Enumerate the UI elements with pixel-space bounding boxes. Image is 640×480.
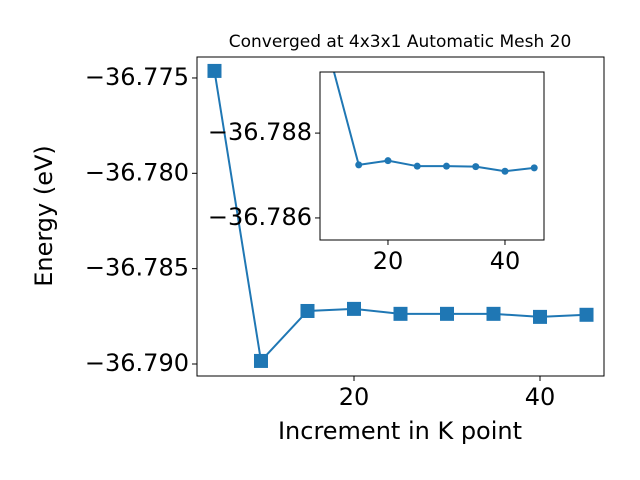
marker xyxy=(501,167,509,175)
plot-group xyxy=(207,63,594,368)
plot-area xyxy=(320,72,544,240)
marker xyxy=(300,303,315,318)
y-tick-label: −36.775 xyxy=(85,63,189,91)
y-tick-label: −36.785 xyxy=(85,254,189,282)
y-tick-label: −36.790 xyxy=(85,349,189,377)
x-tick-label: 20 xyxy=(373,247,404,275)
x-tick-label: 40 xyxy=(525,383,556,411)
x-tick-label: 20 xyxy=(339,383,370,411)
marker xyxy=(393,306,408,321)
marker xyxy=(579,307,594,322)
plot-group xyxy=(332,72,538,175)
axes-frame xyxy=(319,71,545,241)
marker xyxy=(413,162,421,170)
y-tick-label: −36.788 xyxy=(208,118,312,146)
axes-frame xyxy=(196,56,605,377)
y-tick-label: −36.786 xyxy=(208,203,312,231)
marker xyxy=(530,164,538,172)
marker xyxy=(486,306,501,321)
chart-title: Converged at 4x3x1 Automatic Mesh 20 xyxy=(229,32,572,52)
y-axis-label: Energy (eV) xyxy=(30,145,58,287)
x-axis-label: Increment in K point xyxy=(278,417,522,445)
marker xyxy=(472,163,480,171)
marker xyxy=(442,162,450,170)
marker xyxy=(384,157,392,165)
marker xyxy=(355,161,363,169)
marker xyxy=(253,353,268,368)
marker xyxy=(346,301,361,316)
series-line xyxy=(332,72,535,173)
marker xyxy=(207,63,222,78)
x-tick-label: 40 xyxy=(490,247,521,275)
marker xyxy=(533,309,548,324)
y-tick-label: −36.780 xyxy=(85,158,189,186)
marker xyxy=(440,306,455,321)
